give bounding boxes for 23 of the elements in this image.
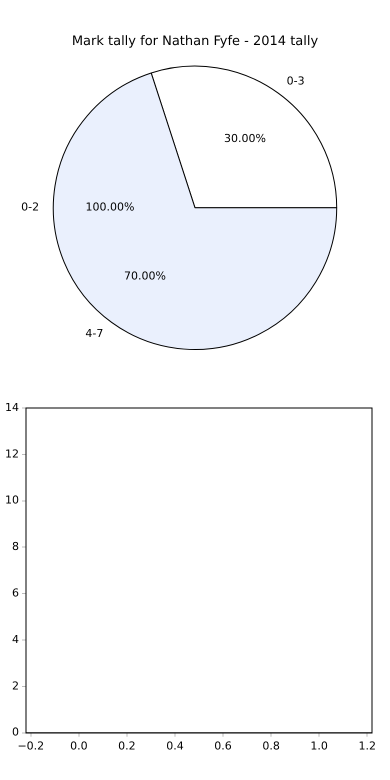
y-tick-label: 10 [4,494,19,507]
y-tick-label: 0 [12,726,19,739]
x-tick-label: −0.2 [17,739,44,752]
text: 0-2 [21,200,40,214]
x-tick-label: 1.0 [310,739,328,752]
x-tick-label: 0.4 [166,739,184,752]
data-label: 70.00% [124,269,166,282]
y-tick-label: 14 [4,400,19,414]
y-tick-label: 8 [12,540,19,554]
x-tick-label: 0.2 [118,739,136,752]
x-tick-label: 1.2 [358,739,376,752]
y-tick-label: 2 [12,679,19,692]
x-tick-label: 0.0 [70,739,88,752]
data-label: 30.00% [224,132,266,145]
y-tick-label: 6 [12,586,19,600]
slice-label: 0-3 [286,74,305,88]
slice-label: 4-7 [85,326,104,340]
x-tick-label: 0.6 [214,739,232,752]
y-tick-label: 12 [4,447,19,460]
chart-title: Mark tally for Nathan Fyfe - 2014 tally [72,34,318,50]
x-tick-label: 0.8 [262,739,280,752]
y-tick-label: 4 [12,632,19,646]
text: 100.00% [86,200,134,214]
